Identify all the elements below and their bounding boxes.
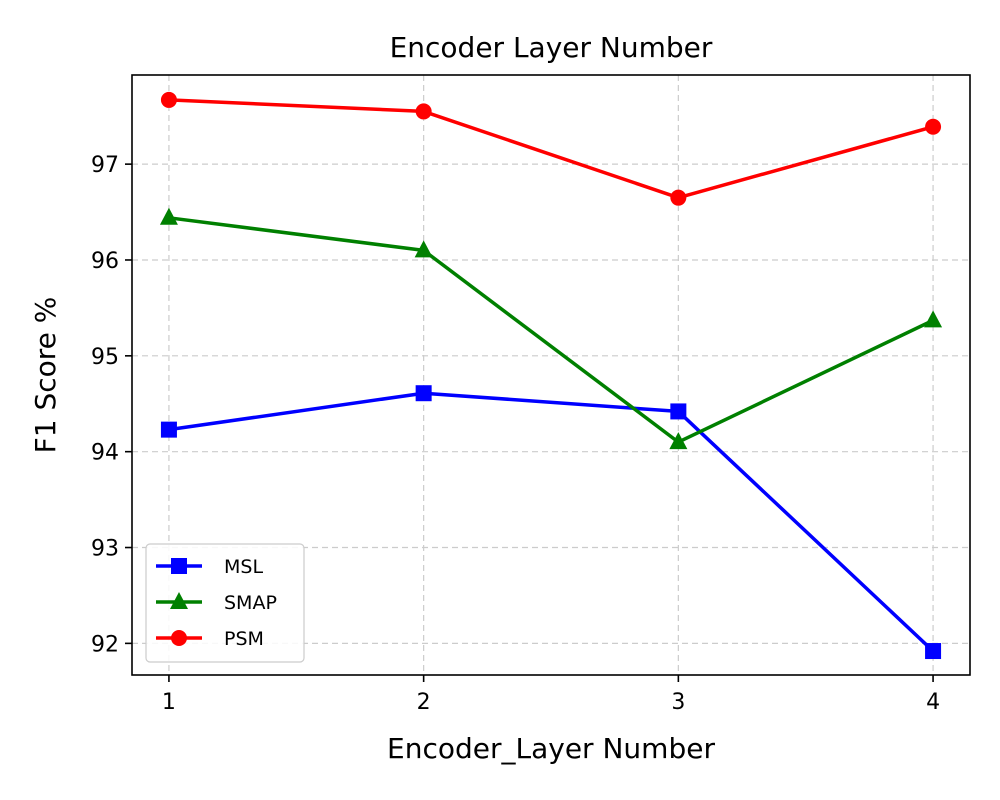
x-tick-label: 1 <box>162 690 176 715</box>
smap-point <box>669 432 688 450</box>
y-tick-label: 95 <box>91 345 119 370</box>
smap-point <box>924 310 943 328</box>
legend-item-msl: MSL <box>156 556 263 578</box>
psm-point <box>670 189 687 206</box>
legend-label-smap: SMAP <box>224 592 277 614</box>
axis-ticks: 1 2 3 4 92 93 94 95 96 97 <box>91 153 940 715</box>
legend-item-psm: PSM <box>156 628 264 650</box>
series-layer <box>159 91 943 660</box>
y-axis-label: F1 Score % <box>29 297 62 454</box>
legend-label-msl: MSL <box>224 556 263 578</box>
smap-point <box>159 207 178 225</box>
psm-point <box>160 91 177 108</box>
plot-frame <box>131 74 971 676</box>
y-tick-label: 94 <box>91 441 119 466</box>
legend-marker-msl <box>171 558 187 574</box>
y-tick-label: 92 <box>91 632 119 657</box>
y-tick-label: 93 <box>91 537 119 562</box>
legend: MSL SMAP PSM <box>145 543 305 663</box>
msl-line <box>168 391 935 653</box>
legend-item-smap: SMAP <box>156 592 277 614</box>
psm-point <box>415 103 432 120</box>
msl-point <box>670 403 687 420</box>
series-psm <box>160 91 942 206</box>
x-axis-label: Encoder_Layer Number <box>387 732 715 765</box>
legend-marker-psm <box>171 630 187 646</box>
psm-line <box>168 98 934 200</box>
psm-point <box>925 118 942 135</box>
y-tick-label: 97 <box>91 153 119 178</box>
msl-point <box>415 385 432 402</box>
series-smap <box>159 207 943 450</box>
smap-point <box>414 240 433 258</box>
msl-point <box>160 421 177 438</box>
chart-title: Encoder Layer Number <box>390 31 713 64</box>
x-tick-label: 4 <box>926 690 940 715</box>
x-tick-label: 3 <box>671 690 685 715</box>
y-tick-label: 96 <box>91 249 119 274</box>
x-tick-label: 2 <box>417 690 431 715</box>
legend-label-psm: PSM <box>224 628 264 650</box>
msl-point <box>925 643 942 660</box>
legend-marker-smap <box>170 592 188 609</box>
series-msl <box>160 385 942 660</box>
smap-line <box>168 216 934 444</box>
